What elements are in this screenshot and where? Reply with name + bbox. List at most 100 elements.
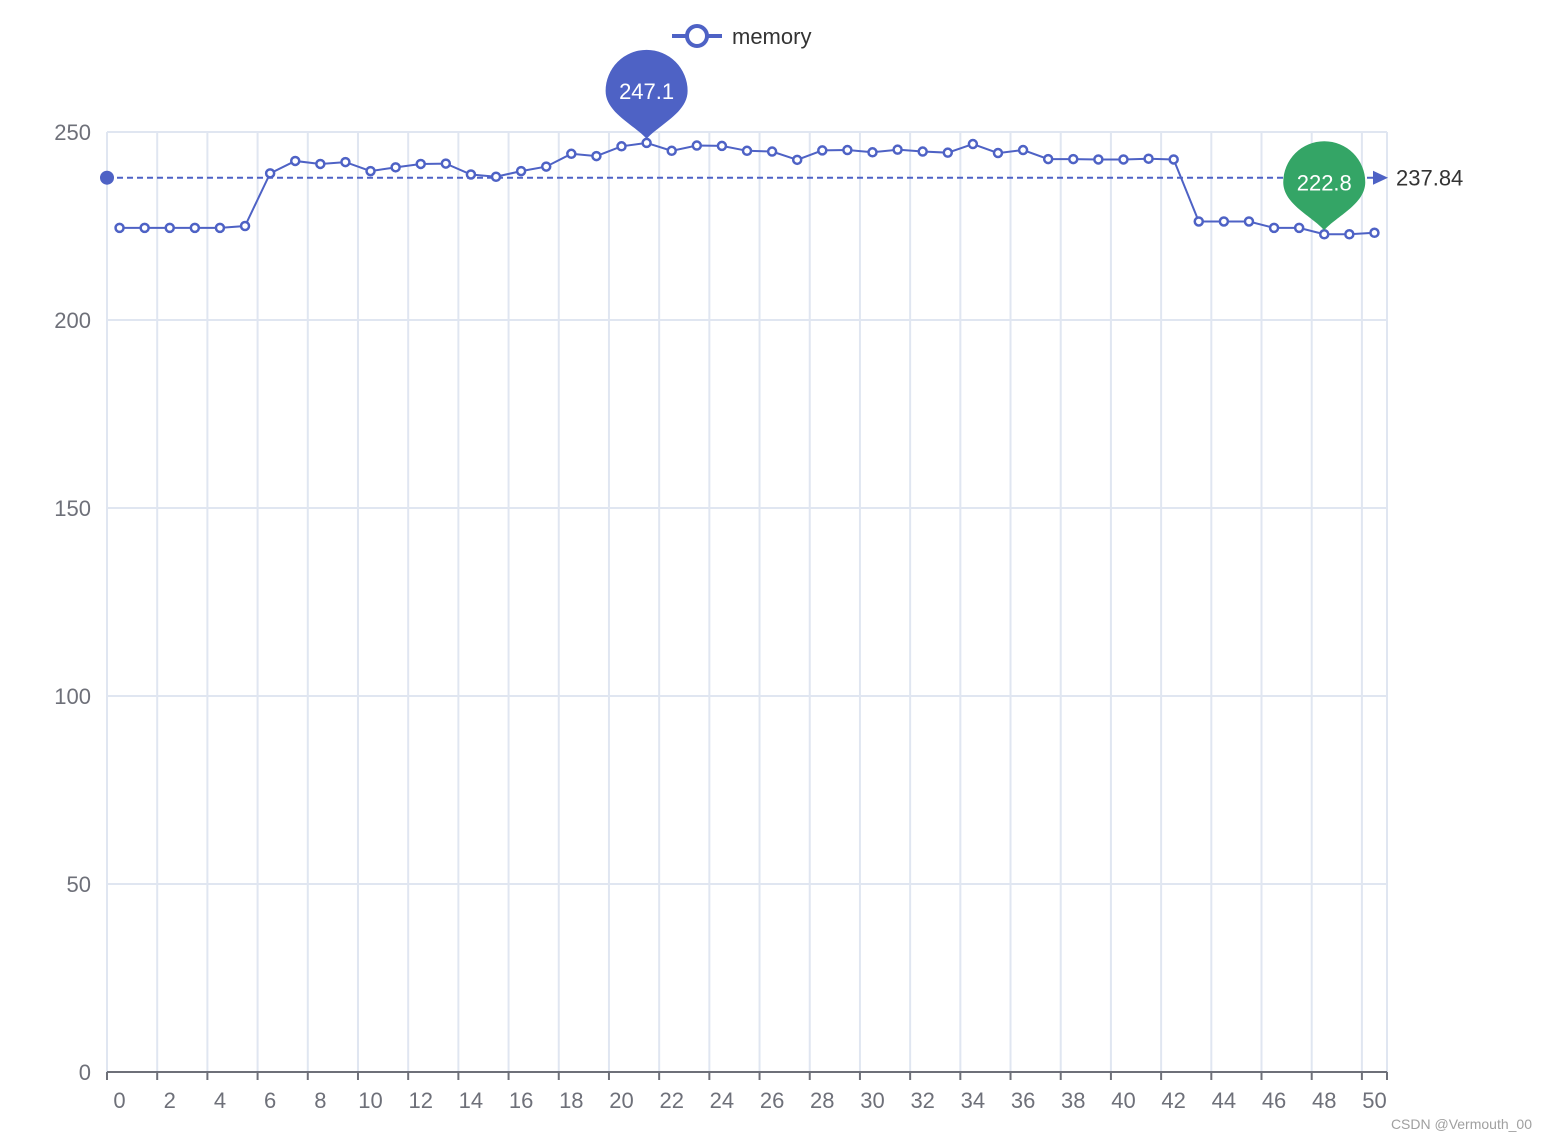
legend[interactable]: memory	[672, 24, 811, 49]
average-line-label: 237.84	[1396, 166, 1463, 191]
legend-label: memory	[732, 24, 811, 49]
x-tick-label: 2	[164, 1088, 176, 1113]
min-marker-label: 222.8	[1297, 170, 1352, 195]
x-tick-label: 14	[459, 1088, 483, 1113]
data-point	[1093, 154, 1104, 165]
x-tick-label: 28	[810, 1088, 834, 1113]
x-tick-label: 18	[559, 1088, 583, 1113]
data-point	[741, 145, 753, 157]
x-tick-label: 22	[659, 1088, 683, 1113]
x-tick-label: 44	[1212, 1088, 1236, 1113]
data-point	[766, 146, 778, 157]
x-tick-label: 36	[1011, 1088, 1035, 1113]
data-point	[1218, 216, 1230, 227]
data-point	[892, 144, 903, 155]
x-tick-label: 40	[1111, 1088, 1135, 1113]
data-point	[1042, 153, 1054, 165]
data-point	[1243, 216, 1255, 227]
y-tick-label: 50	[67, 872, 91, 897]
x-tick-label: 24	[710, 1088, 734, 1113]
average-line-arrow	[1373, 170, 1388, 185]
data-point	[716, 140, 728, 152]
axes	[106, 1071, 1388, 1080]
x-tick-label: 32	[910, 1088, 934, 1113]
x-tick-label: 0	[113, 1088, 125, 1113]
data-point	[239, 220, 251, 232]
x-tick-label: 20	[609, 1088, 633, 1113]
data-point	[641, 137, 652, 149]
data-point	[465, 169, 477, 180]
data-point	[440, 158, 452, 169]
y-tick-label: 0	[79, 1060, 91, 1085]
data-point	[691, 140, 703, 151]
data-point	[791, 154, 803, 166]
x-tick-label: 48	[1312, 1088, 1336, 1113]
x-tick-label: 46	[1262, 1088, 1286, 1113]
data-point	[967, 138, 979, 150]
x-tick-label: 50	[1362, 1088, 1386, 1113]
data-point	[164, 222, 175, 234]
markers: 247.1 222.8	[605, 49, 1366, 231]
data-point	[1268, 222, 1280, 234]
max-marker-pin	[605, 49, 688, 139]
x-tick-label: 16	[509, 1088, 533, 1113]
data-point	[1193, 216, 1205, 227]
data-point	[214, 222, 226, 234]
data-point	[1168, 154, 1179, 165]
data-point	[390, 162, 401, 173]
max-marker-label: 247.1	[619, 79, 674, 104]
x-tick-label: 4	[214, 1088, 226, 1113]
x-tick-label: 42	[1161, 1088, 1185, 1113]
x-tick-label: 38	[1061, 1088, 1085, 1113]
x-tick-label: 10	[358, 1088, 382, 1113]
data-point	[1319, 229, 1330, 240]
grid-lines	[106, 131, 1388, 1072]
data-point	[1369, 227, 1380, 239]
data-point	[1143, 153, 1154, 164]
data-point	[515, 165, 527, 177]
y-tick-label: 250	[54, 120, 91, 145]
watermark: CSDN @Vermouth_00	[1390, 1116, 1532, 1132]
data-point	[1068, 153, 1079, 165]
data-point	[867, 147, 878, 158]
y-tick-label: 200	[54, 308, 91, 333]
min-marker-pin	[1283, 141, 1366, 231]
data-point	[315, 158, 326, 170]
data-point	[540, 161, 552, 172]
data-point	[365, 165, 376, 177]
data-point	[289, 155, 301, 167]
data-point	[992, 147, 1004, 159]
data-point	[842, 144, 853, 156]
data-point	[490, 171, 502, 182]
data-point	[1344, 229, 1355, 240]
series-memory	[114, 137, 1380, 240]
legend-circle-icon	[685, 24, 709, 48]
x-tick-label: 34	[961, 1088, 985, 1113]
data-point	[616, 141, 627, 152]
data-point	[340, 156, 351, 168]
data-point	[942, 147, 954, 158]
data-point	[415, 158, 426, 170]
data-point	[591, 150, 602, 162]
data-point	[1017, 144, 1029, 156]
data-point	[114, 222, 125, 234]
data-point	[1118, 154, 1129, 165]
x-tick-label: 26	[760, 1088, 784, 1113]
data-point	[139, 222, 150, 234]
x-tick-label: 8	[314, 1088, 326, 1113]
data-point	[817, 145, 828, 156]
y-tick-label: 100	[54, 684, 91, 709]
data-point	[566, 148, 577, 160]
x-tick-label: 30	[860, 1088, 884, 1113]
data-point	[189, 222, 201, 234]
x-tick-label: 6	[264, 1088, 276, 1113]
average-line: 237.84	[100, 166, 1463, 191]
y-tick-label: 150	[54, 496, 91, 521]
data-point	[264, 168, 276, 179]
data-point	[1293, 222, 1305, 234]
data-point	[917, 146, 928, 157]
average-line-start-dot	[100, 170, 114, 185]
x-tick-label: 12	[408, 1088, 432, 1113]
